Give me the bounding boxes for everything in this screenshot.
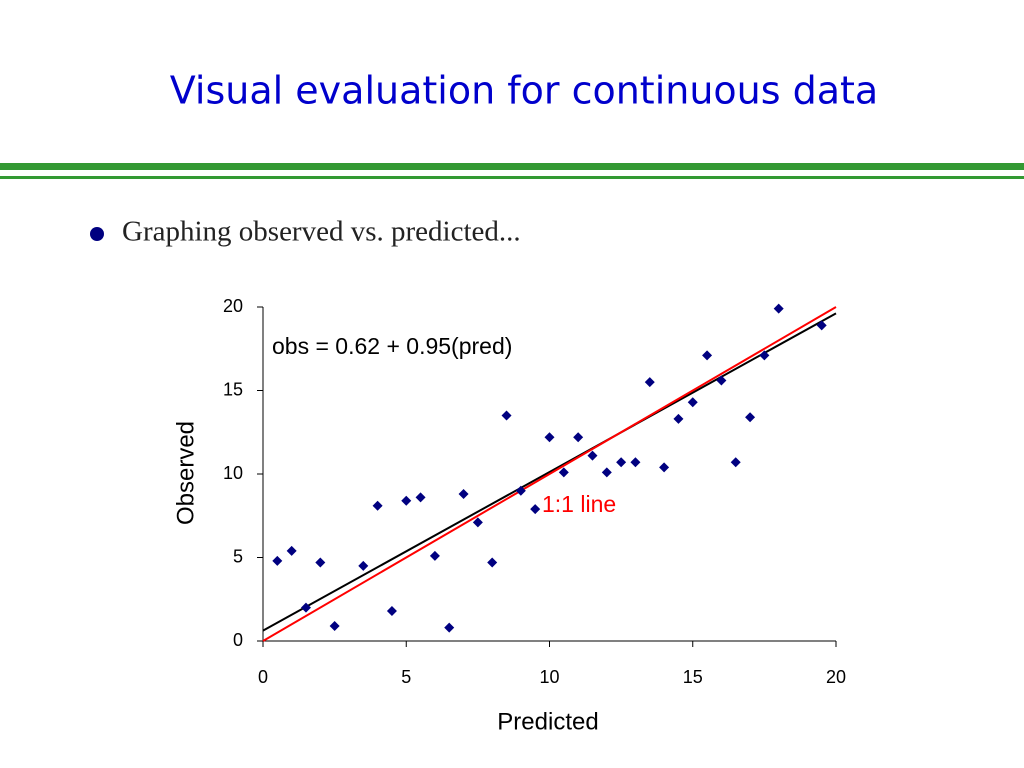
x-axis-label: Predicted [497,708,598,735]
point [687,397,698,408]
point [730,457,741,468]
point [644,377,655,388]
point [716,375,727,386]
bullet-text: Graphing observed vs. predicted... [122,216,521,248]
point [515,485,526,496]
point [673,413,684,424]
point [487,557,498,568]
y-tick-label: 5 [233,546,243,566]
point [300,602,311,613]
one-to-one-label: 1:1 line [542,491,616,517]
point [372,500,383,511]
point [386,605,397,616]
point [745,412,756,423]
y-tick-label: 0 [233,630,243,650]
point [286,545,297,556]
point [444,622,455,633]
x-tick-label: 20 [826,667,846,687]
x-tick-label: 10 [539,667,559,687]
point [329,620,340,631]
y-tick-label: 10 [223,463,243,483]
point [702,350,713,361]
y-axis-label: Observed [172,421,199,525]
point [415,492,426,503]
y-tick-label: 15 [223,379,243,399]
divider [0,163,1024,170]
point [573,432,584,443]
x-tick-label: 5 [401,667,411,687]
bullet-dot [90,227,104,241]
point [458,489,469,500]
point [358,560,369,571]
fit-line [262,306,837,642]
fit-line [262,312,837,632]
point [315,557,326,568]
divider [0,176,1024,179]
x-tick-label: 15 [683,667,703,687]
point [601,467,612,478]
x-tick-label: 0 [258,667,268,687]
point [558,467,569,478]
point [773,303,784,314]
point [659,462,670,473]
point [587,450,598,461]
point [759,350,770,361]
point [530,504,541,515]
point [401,495,412,506]
point [429,550,440,561]
equation-label: obs = 0.62 + 0.95(pred) [272,333,512,359]
point [630,457,641,468]
point [472,517,483,528]
point [816,320,827,331]
y-tick-label: 20 [223,296,243,316]
point [501,410,512,421]
point [616,457,627,468]
slide-title: Visual evaluation for continuous data [170,69,878,113]
point [272,555,283,566]
point [544,432,555,443]
